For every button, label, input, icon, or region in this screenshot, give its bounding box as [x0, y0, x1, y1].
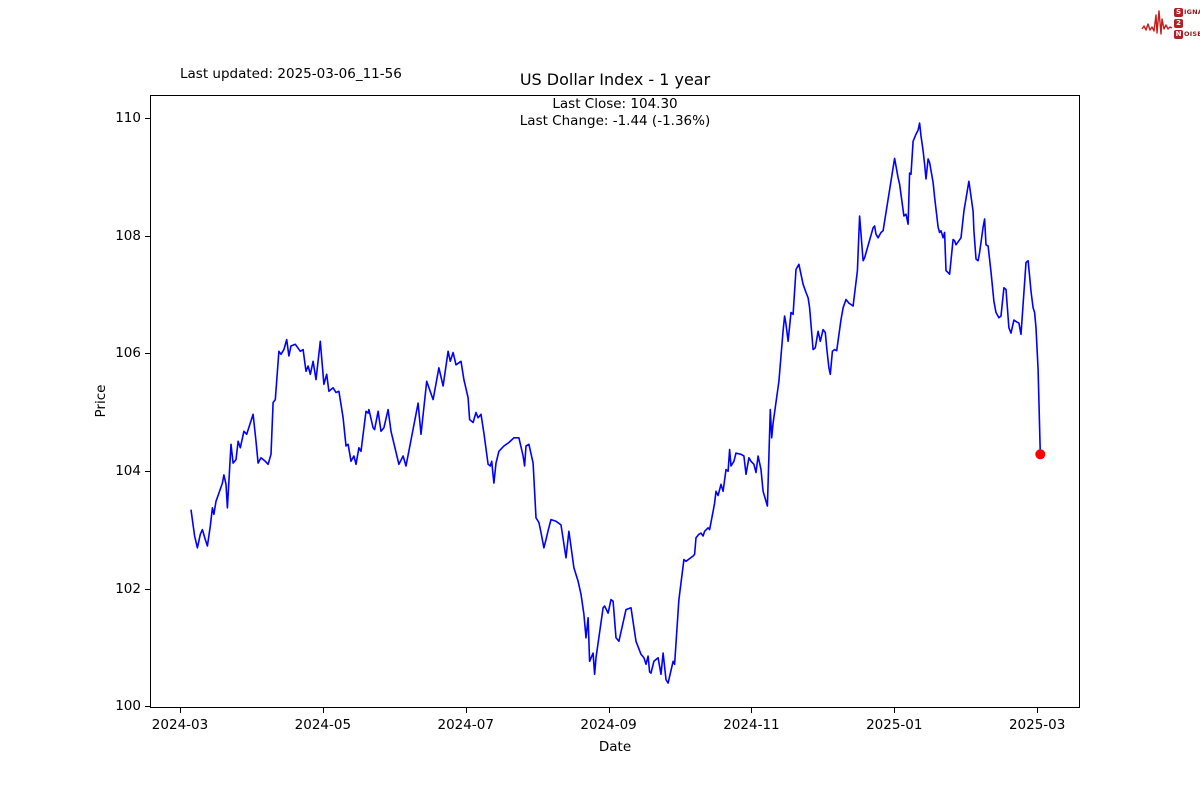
- price-line: [190, 122, 1042, 684]
- logo-row-2: 2: [1174, 18, 1200, 28]
- last-updated-label: Last updated: 2025-03-06_11-56: [180, 66, 402, 82]
- chart-subtitle-last-close: Last Close: 104.30: [552, 96, 678, 112]
- logo-letter-s: S: [1174, 7, 1183, 17]
- x-tick-label: 2024-05: [294, 717, 352, 733]
- x-tick-label: 2025-01: [866, 717, 923, 733]
- plot-area: [150, 95, 1080, 708]
- logo-rest-ignal: IGNAL: [1184, 8, 1200, 16]
- tick-mark: [145, 117, 150, 119]
- logo-letter-2: 2: [1174, 18, 1183, 28]
- y-tick-label: 102: [115, 580, 141, 597]
- y-tick-label: 106: [115, 345, 141, 362]
- tick-mark: [180, 708, 181, 713]
- logo-rest-oise: OISE: [1184, 30, 1200, 38]
- tick-mark: [751, 708, 753, 713]
- tick-mark: [1037, 708, 1039, 713]
- tick-mark: [608, 708, 610, 713]
- chart-subtitle-last-change: Last Change: -1.44 (-1.36%): [519, 113, 711, 129]
- signal2noise-logo: S IGNAL 2 N OISE: [1141, 6, 1200, 40]
- last-close-marker: [1035, 449, 1046, 460]
- x-tick-label: 2024-03: [151, 717, 209, 733]
- x-tick-label: 2024-07: [437, 717, 494, 733]
- x-tick-label: 2024-09: [580, 717, 637, 733]
- x-axis-label: Date: [598, 739, 632, 755]
- y-axis-label: Price: [93, 384, 109, 418]
- tick-mark: [465, 708, 467, 713]
- y-tick-label: 100: [115, 698, 141, 715]
- logo-row-noise: N OISE: [1174, 29, 1200, 39]
- tick-mark: [145, 588, 150, 590]
- tick-mark: [145, 235, 150, 237]
- tick-mark: [145, 353, 150, 355]
- logo-letter-n: N: [1174, 29, 1183, 39]
- tick-mark: [894, 708, 896, 713]
- chart-title: US Dollar Index - 1 year: [519, 70, 711, 89]
- tick-mark: [145, 470, 150, 472]
- x-tick-label: 2024-11: [723, 717, 780, 733]
- logo-text: S IGNAL 2 N OISE: [1174, 6, 1200, 40]
- logo-row-signal: S IGNAL: [1174, 7, 1200, 17]
- y-tick-label: 104: [115, 462, 141, 479]
- y-tick-label: 108: [115, 227, 141, 244]
- tick-mark: [145, 706, 150, 708]
- price-line-plot: [190, 122, 1046, 684]
- waveform-icon: [1141, 10, 1173, 35]
- y-tick-label: 110: [115, 109, 141, 126]
- x-tick-label: 2025-03: [1008, 717, 1066, 733]
- tick-mark: [322, 708, 324, 713]
